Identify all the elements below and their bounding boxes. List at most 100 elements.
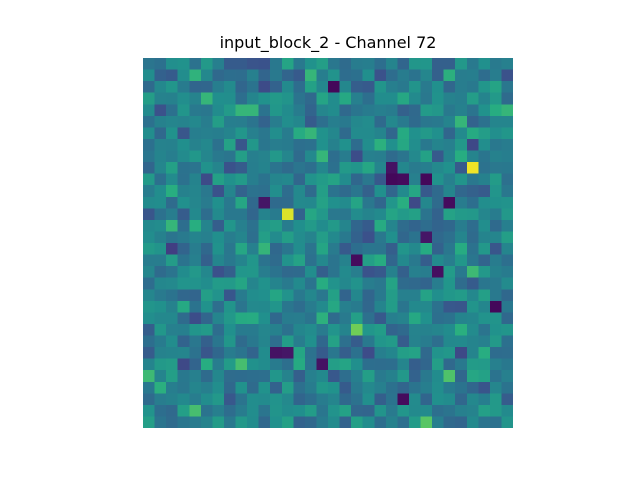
heatmap-cell [328, 115, 340, 128]
heatmap-cell [489, 69, 502, 82]
heatmap-cell [339, 323, 352, 336]
heatmap-cell [362, 196, 375, 209]
heatmap-cell [212, 416, 225, 428]
heatmap-cell [420, 381, 433, 394]
heatmap-cell [316, 115, 329, 128]
heatmap-cell [501, 323, 513, 336]
heatmap-cell [247, 127, 260, 140]
heatmap-cell [293, 323, 306, 336]
heatmap-cell [177, 300, 190, 313]
heatmap-cell [443, 347, 456, 360]
heatmap-cell [154, 219, 167, 232]
heatmap-cell [351, 150, 364, 163]
heatmap-cell [466, 404, 479, 417]
heatmap-cell [293, 404, 306, 417]
heatmap-cell [385, 150, 398, 163]
heatmap-cell [397, 196, 410, 209]
heatmap-cell [154, 254, 167, 267]
heatmap-cell [339, 150, 352, 163]
heatmap-cell [304, 138, 317, 151]
heatmap-cell [362, 92, 375, 105]
heatmap-cell [189, 347, 202, 360]
heatmap-cell [339, 115, 352, 128]
heatmap-cell [362, 104, 375, 117]
heatmap-cell [408, 173, 421, 186]
heatmap-cell [374, 370, 387, 383]
heatmap-cell [408, 335, 421, 348]
heatmap-cell [489, 208, 502, 221]
heatmap-cell [304, 416, 317, 428]
heatmap-cell [374, 231, 387, 244]
heatmap-cell [466, 69, 479, 82]
heatmap-cell [489, 300, 502, 313]
heatmap-cell [316, 150, 329, 163]
heatmap-cell [351, 219, 364, 232]
heatmap-cell [189, 58, 202, 70]
heatmap-cell [385, 404, 398, 417]
heatmap-cell [281, 150, 294, 163]
heatmap-cell [247, 312, 260, 325]
heatmap-cell [489, 404, 502, 417]
heatmap-cell [293, 300, 306, 313]
heatmap-cell [443, 370, 456, 383]
heatmap-cell [166, 185, 179, 198]
heatmap-cell [466, 231, 479, 244]
heatmap-cell [478, 277, 491, 290]
heatmap-cell [466, 127, 479, 140]
heatmap-cell [200, 381, 213, 394]
heatmap-cell [374, 127, 387, 140]
heatmap-cell [154, 416, 167, 428]
heatmap-cell [478, 323, 491, 336]
heatmap-cell [339, 243, 352, 255]
heatmap-cell [200, 335, 213, 348]
heatmap-cell [223, 58, 236, 70]
heatmap-cell [154, 323, 167, 336]
heatmap-cell [293, 173, 306, 186]
heatmap-cell [189, 138, 202, 151]
heatmap-cell [212, 335, 225, 348]
heatmap-cell [397, 300, 410, 313]
heatmap-cell [223, 243, 236, 255]
heatmap-cell [316, 231, 329, 244]
heatmap-cell [351, 81, 364, 94]
heatmap-cell [212, 312, 225, 325]
heatmap-cell [189, 254, 202, 267]
heatmap-cell [316, 277, 329, 290]
heatmap-cell [270, 196, 283, 209]
heatmap-cell [235, 138, 248, 151]
heatmap-cell [339, 381, 352, 394]
heatmap-cell [247, 150, 260, 163]
heatmap-cell [223, 358, 236, 371]
heatmap-cell [200, 300, 213, 313]
heatmap-cell [328, 289, 340, 302]
heatmap-cell [501, 381, 513, 394]
heatmap-cell [443, 138, 456, 151]
heatmap-cell [223, 69, 236, 82]
heatmap-cell [466, 104, 479, 117]
heatmap-cell [258, 277, 271, 290]
heatmap-cell [397, 69, 410, 82]
heatmap-cell [177, 92, 190, 105]
heatmap-cell [362, 138, 375, 151]
heatmap-cell [200, 393, 213, 406]
heatmap-cell [143, 335, 155, 348]
heatmap-cell [270, 115, 283, 128]
heatmap-cell [235, 416, 248, 428]
heatmap-cell [455, 185, 468, 198]
heatmap-cell [489, 243, 502, 255]
heatmap-cell [443, 254, 456, 267]
heatmap-cell [258, 115, 271, 128]
heatmap-cell [154, 243, 167, 255]
heatmap-cell [258, 393, 271, 406]
heatmap-cell [143, 219, 155, 232]
heatmap-cell [235, 115, 248, 128]
heatmap-cell [200, 104, 213, 117]
heatmap-cell [478, 335, 491, 348]
heatmap-cell [351, 185, 364, 198]
heatmap-cell [443, 323, 456, 336]
heatmap-cell [247, 381, 260, 394]
heatmap-cell [501, 196, 513, 209]
heatmap-cell [478, 231, 491, 244]
heatmap-cell [223, 347, 236, 360]
heatmap-cell [443, 92, 456, 105]
